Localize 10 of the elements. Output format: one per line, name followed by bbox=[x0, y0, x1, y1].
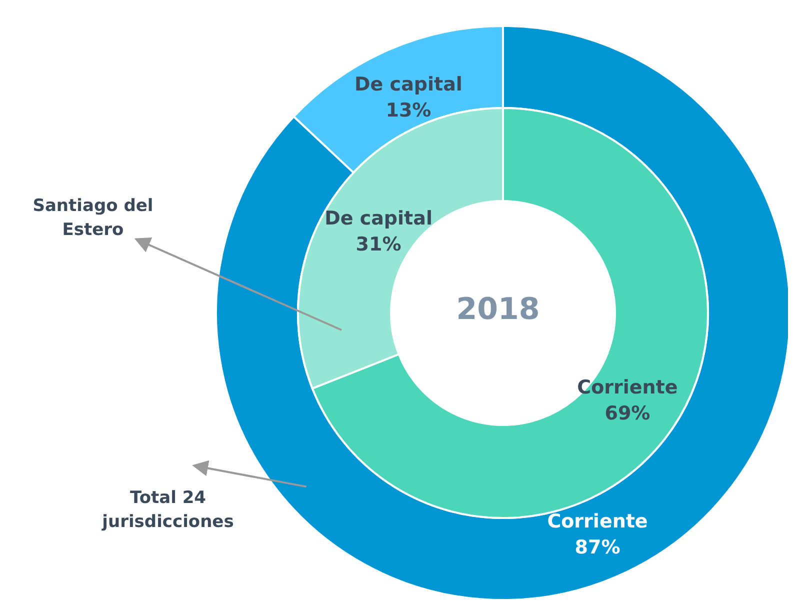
data-label: 87% bbox=[574, 536, 620, 558]
slice-label: Santiago del Estero bbox=[32, 196, 154, 240]
slice-label: De capital bbox=[354, 74, 462, 96]
data-label: 13% bbox=[386, 100, 432, 122]
slice-label: Corriente bbox=[547, 510, 648, 532]
data-label: 69% bbox=[604, 402, 650, 425]
data-label: 31% bbox=[356, 233, 402, 256]
category-label: De capital bbox=[324, 207, 432, 230]
text: 2018 bbox=[456, 292, 540, 327]
slice-label: Total 24 jurisdicciones bbox=[101, 488, 234, 532]
